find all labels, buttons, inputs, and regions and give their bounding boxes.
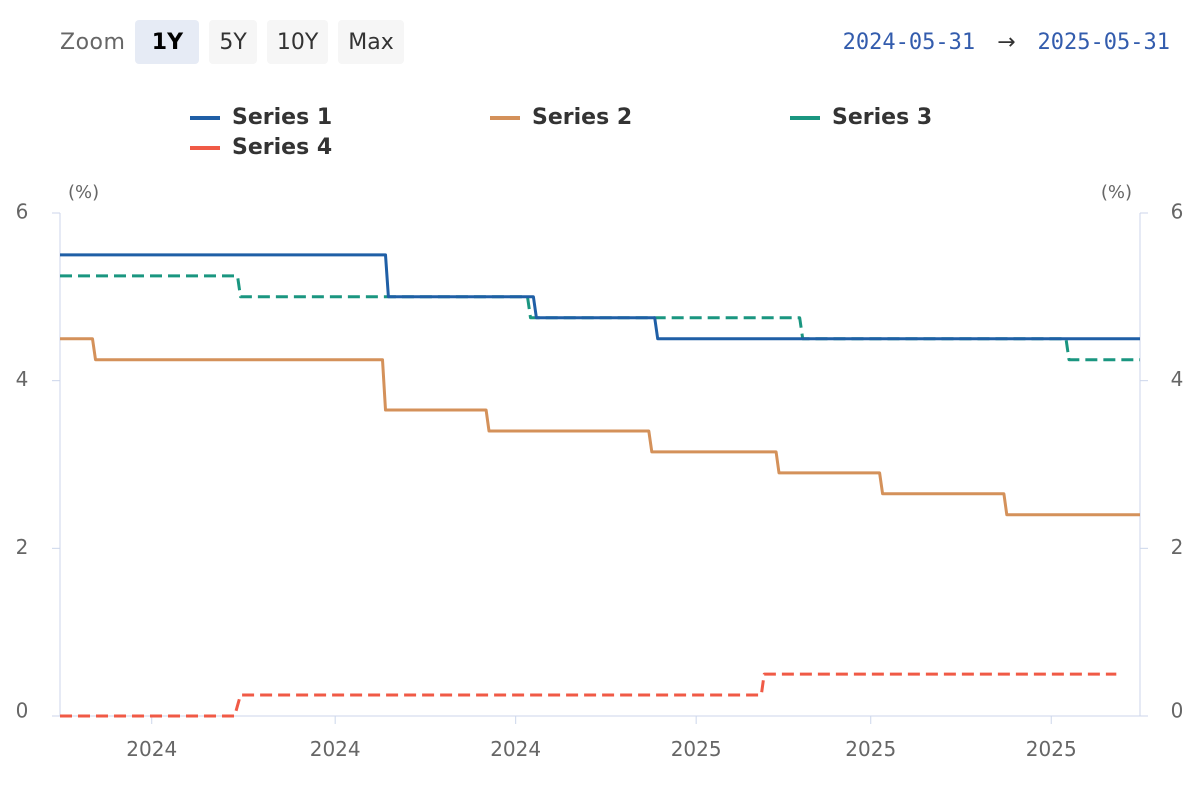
y-axis-unit-left: (%) bbox=[68, 182, 99, 203]
legend-label: Series 1 bbox=[232, 105, 332, 130]
series-line-4[interactable] bbox=[60, 672, 1117, 718]
zoom-5y-button[interactable]: 5Y bbox=[209, 20, 257, 64]
series-line-1[interactable] bbox=[60, 253, 1140, 341]
y-tick-label-left: 0 bbox=[16, 699, 29, 723]
range-from-date[interactable]: 2024-05-31 bbox=[842, 29, 976, 55]
x-tick-label: 2025 bbox=[845, 737, 896, 761]
series-line-2[interactable] bbox=[60, 337, 1140, 517]
y-tick-label-left: 2 bbox=[16, 535, 29, 559]
legend-label: Series 4 bbox=[232, 135, 332, 160]
chart-legend: Series 1 Series 2 Series 3 Series 4 bbox=[190, 105, 932, 160]
y-tick-label-right: 2 bbox=[1171, 535, 1184, 559]
x-tick-label: 2024 bbox=[126, 737, 177, 761]
series-line-3[interactable] bbox=[60, 274, 1140, 362]
y-tick-label-right: 6 bbox=[1171, 200, 1184, 224]
chart-axes: (%) (%) bbox=[59, 182, 1141, 717]
y-tick-label-left: 4 bbox=[16, 367, 29, 391]
y-tick-label-left: 6 bbox=[16, 200, 29, 224]
zoom-10y-button[interactable]: 10Y bbox=[266, 20, 329, 64]
y-tick-label-right: 0 bbox=[1171, 699, 1184, 723]
legend-label: Series 2 bbox=[532, 105, 632, 130]
axis-ticks: 0 0 2 2 4 4 6 6 2024 2024 2024 2025 2025 2025 bbox=[16, 200, 1184, 762]
date-range: 2024-05-31 → 2025-05-31 bbox=[843, 20, 1170, 64]
legend-label: Series 3 bbox=[832, 105, 932, 130]
x-tick-label: 2024 bbox=[490, 737, 541, 761]
x-tick-label: 2025 bbox=[1026, 737, 1077, 761]
x-tick-label: 2025 bbox=[671, 737, 722, 761]
zoom-1y-button[interactable]: 1Y bbox=[135, 20, 200, 64]
zoom-bar: Zoom 1Y 5Y 10Y Max bbox=[60, 20, 414, 64]
range-arrow-icon: → bbox=[997, 29, 1016, 55]
y-axis-unit-right: (%) bbox=[1101, 182, 1132, 203]
x-tick-label: 2024 bbox=[310, 737, 361, 761]
legend-item-series-4[interactable]: Series 4 bbox=[190, 135, 332, 160]
legend-item-series-1[interactable]: Series 1 bbox=[190, 105, 332, 130]
legend-item-series-2[interactable]: Series 2 bbox=[490, 105, 632, 130]
range-to-date[interactable]: 2025-05-31 bbox=[1037, 29, 1170, 55]
zoom-label: Zoom bbox=[60, 29, 126, 55]
chart-series bbox=[60, 253, 1140, 718]
y-tick-label-right: 4 bbox=[1171, 367, 1184, 391]
legend-item-series-3[interactable]: Series 3 bbox=[790, 105, 932, 130]
zoom-max-button[interactable]: Max bbox=[338, 20, 404, 64]
